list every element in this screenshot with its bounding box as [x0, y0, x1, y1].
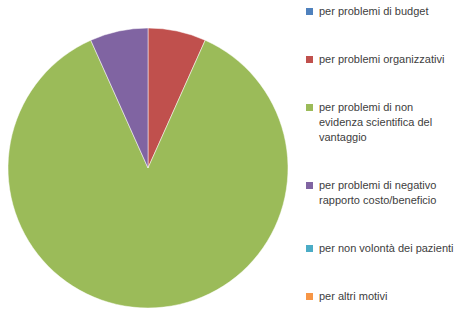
legend-label: per problemi di negativo rapporto costo/… [319, 178, 459, 208]
legend-swatch [306, 245, 313, 252]
legend-item: per altri motivi [306, 289, 466, 304]
legend-swatch [306, 104, 313, 111]
legend-label: per problemi di non evidenza scientifica… [319, 100, 459, 145]
legend-swatch [306, 293, 313, 300]
legend-label: per non volontà dei pazienti [319, 241, 459, 256]
pie-slice [91, 28, 148, 168]
legend-item: per non volontà dei pazienti [306, 241, 466, 256]
legend-label: per problemi organizzativi [319, 52, 459, 67]
pie-area [0, 0, 300, 322]
legend-label: per altri motivi [319, 289, 459, 304]
legend-item: per problemi di budget [306, 4, 466, 19]
legend-label: per problemi di budget [319, 4, 459, 19]
legend-item: per problemi di non evidenza scientifica… [306, 100, 466, 145]
legend-swatch [306, 182, 313, 189]
legend: per problemi di budget per problemi organ… [306, 4, 466, 304]
legend-swatch [306, 8, 313, 15]
legend-item: per problemi di negativo rapporto costo/… [306, 178, 466, 208]
slices [8, 28, 288, 308]
legend-swatch [306, 56, 313, 63]
pie-slice [148, 28, 149, 168]
legend-item: per problemi organizzativi [306, 52, 466, 67]
pie-slice [148, 28, 149, 168]
